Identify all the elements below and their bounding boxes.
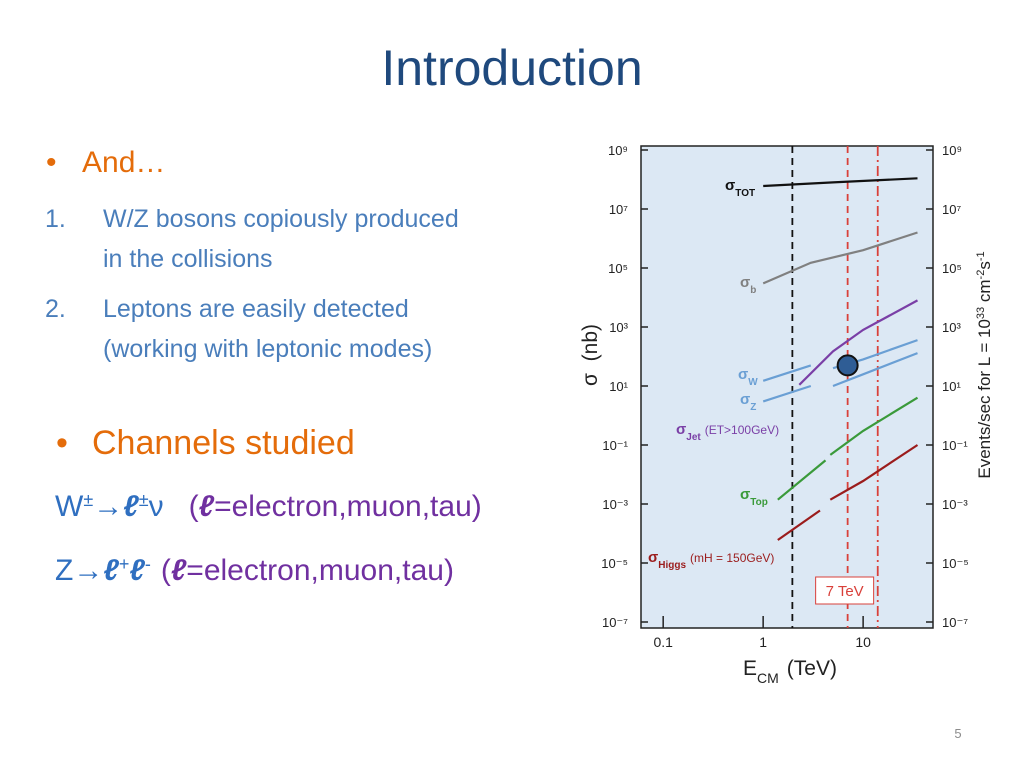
series-label-sub: Higgs xyxy=(658,560,686,571)
formula-part: ± xyxy=(139,490,149,510)
series-line xyxy=(798,299,919,386)
x-axis-label-sub: CM xyxy=(757,670,779,686)
formula-line: W±→ℓ±ν (ℓ=electron,muon,tau) xyxy=(55,490,482,523)
series-label-symbol: σ xyxy=(740,274,750,291)
bullet: • xyxy=(46,146,57,179)
y2-tick-label: 10¹ xyxy=(942,379,961,394)
series-line xyxy=(762,231,918,285)
series-label-symbol: σ xyxy=(725,177,735,194)
formula-part: → xyxy=(73,554,103,587)
y2-axis-label-part: -1 xyxy=(975,251,987,261)
x-tick-label: 1 xyxy=(759,634,767,650)
y2-tick-label: 10³ xyxy=(942,320,961,335)
series-label-symbol: σ xyxy=(738,366,748,383)
series-line xyxy=(777,396,919,501)
item-text: in the collisions xyxy=(103,245,273,273)
y2-tick-label: 10⁻⁵ xyxy=(942,556,969,571)
highlight-marker xyxy=(836,354,859,377)
formula-part: + xyxy=(119,554,130,574)
y2-axis-label-part: 33 xyxy=(975,307,987,319)
series-label-symbol: σ xyxy=(676,421,686,438)
series-label-symbol: σ xyxy=(740,391,750,408)
series-label-sub: Z xyxy=(750,402,756,413)
formula-part: =electron,muon,tau) xyxy=(214,490,482,523)
y2-tick-label: 10⁻³ xyxy=(942,497,968,512)
formula-part: Z xyxy=(55,554,73,587)
y2-axis-label-part: -2 xyxy=(975,270,987,280)
formula-part: ν xyxy=(149,490,189,523)
series-label: σHiggs (mH = 150GeV) xyxy=(648,549,774,571)
x-axis-label-unit: (TeV) xyxy=(787,657,837,680)
item-text: (working with leptonic modes) xyxy=(103,335,432,363)
plot-area xyxy=(640,145,934,629)
formula-part: ( xyxy=(189,490,199,523)
series-label-sub: TOT xyxy=(735,188,755,199)
x-axis-label: ECM (TeV) xyxy=(743,657,837,686)
y2-axis-label-part: cm xyxy=(975,279,994,306)
y2-axis-label: Events/sec for L = 1033 cm-2s-1 xyxy=(975,251,994,478)
y2-tick-label: 10⁷ xyxy=(942,202,961,217)
y2-tick-label: 10⁻⁷ xyxy=(942,615,968,630)
series-label-symbol: σ xyxy=(740,486,750,503)
y2-axis-label-part: s xyxy=(975,261,994,270)
series-label: σTop xyxy=(740,486,768,508)
y-tick-label: 10⁻³ xyxy=(602,497,628,512)
y2-tick-label: 10⁹ xyxy=(942,143,962,158)
y-tick-label: 10⁻⁵ xyxy=(601,556,628,571)
annotation-box xyxy=(815,576,875,605)
item-number: 2. xyxy=(45,295,66,323)
item-number: 1. xyxy=(45,205,66,233)
series-label: σW xyxy=(738,366,758,388)
series-label-sub: W xyxy=(748,377,758,388)
slide-title: Introduction xyxy=(381,40,642,96)
section-heading: Channels studied xyxy=(92,424,355,462)
series-label: σTOT xyxy=(725,177,755,199)
series-line xyxy=(777,444,919,541)
formula-part: → xyxy=(93,490,123,523)
series-label: σZ xyxy=(740,391,756,413)
series-label: σb xyxy=(740,274,756,296)
series-label-sub: b xyxy=(750,285,756,296)
item-text: Leptons are easily detected xyxy=(103,295,409,323)
formula-line: Z→ℓ+ℓ- (ℓ=electron,muon,tau) xyxy=(55,554,454,587)
y-tick-label: 10⁻⁷ xyxy=(602,615,628,630)
y-axis-label: σ (nb) xyxy=(579,324,602,386)
series-line xyxy=(762,352,918,403)
section-heading: And… xyxy=(82,146,165,179)
formula-part: ℓ xyxy=(103,554,119,587)
page-number: 5 xyxy=(954,726,961,741)
y-tick-label: 10⁷ xyxy=(609,202,628,217)
formula-part: ℓ xyxy=(129,554,145,587)
series-label-sub: Top xyxy=(750,497,768,508)
annotation: 7 TeV xyxy=(826,583,864,600)
formula-part: - xyxy=(145,554,161,574)
formula-part: ℓ xyxy=(123,490,139,523)
x-axis-label-main: E xyxy=(743,657,757,680)
y2-tick-label: 10⁵ xyxy=(942,261,962,276)
item-text: W/Z bosons copiously produced xyxy=(103,205,459,233)
formula-part: ℓ xyxy=(199,490,215,523)
series-label-symbol: σ xyxy=(648,549,658,566)
formula-part: ± xyxy=(83,490,93,510)
formula-part: ( xyxy=(161,554,171,587)
bullet: • xyxy=(56,424,68,462)
y-tick-label: 10¹ xyxy=(609,379,628,394)
formula-part: W xyxy=(55,490,84,523)
y-tick-label: 10⁵ xyxy=(608,261,628,276)
formula-part: =electron,muon,tau) xyxy=(186,554,454,587)
series-label-note: (mH = 150GeV) xyxy=(690,551,774,565)
y2-axis-label-part: Events/sec for L = 10 xyxy=(975,319,994,479)
y2-tick-label: 10⁻¹ xyxy=(942,438,968,453)
y-tick-label: 10⁻¹ xyxy=(602,438,628,453)
series-label: σJet (ET>100GeV) xyxy=(676,421,779,443)
series-label-note: (ET>100GeV) xyxy=(705,423,779,437)
y-tick-label: 10⁹ xyxy=(608,143,628,158)
series-label-sub: Jet xyxy=(686,432,701,443)
x-tick-label: 0.1 xyxy=(653,634,673,650)
x-tick-label: 10 xyxy=(855,634,871,650)
y-tick-label: 10³ xyxy=(609,320,628,335)
series-line xyxy=(763,177,918,188)
formula-part: ℓ xyxy=(171,554,187,587)
